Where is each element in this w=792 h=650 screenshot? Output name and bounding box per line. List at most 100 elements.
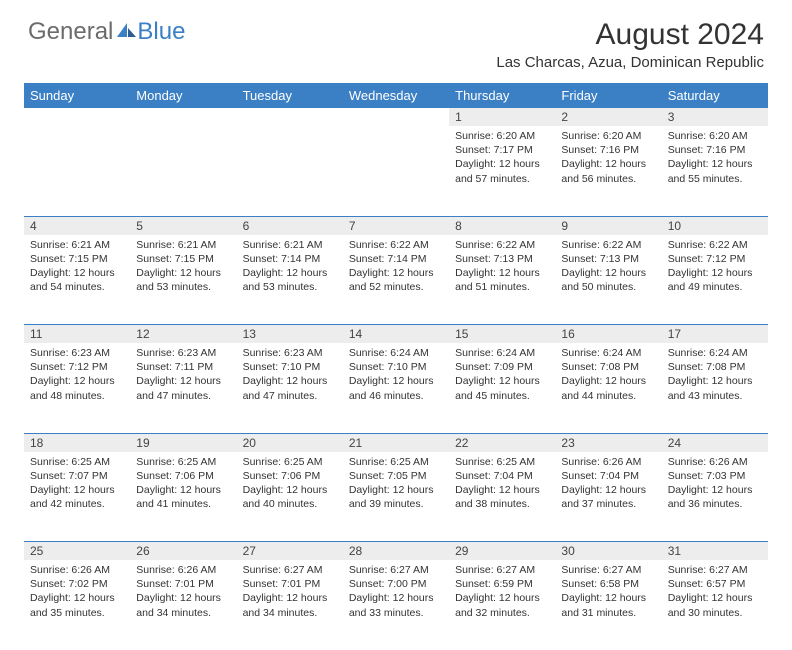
daylight-text: Daylight: 12 hours and 36 minutes. (668, 483, 762, 511)
day-content-cell: Sunrise: 6:21 AMSunset: 7:15 PMDaylight:… (24, 235, 130, 325)
sunrise-text: Sunrise: 6:22 AM (561, 238, 655, 252)
day-content-cell: Sunrise: 6:24 AMSunset: 7:10 PMDaylight:… (343, 343, 449, 433)
day-content-cell: Sunrise: 6:25 AMSunset: 7:04 PMDaylight:… (449, 452, 555, 542)
sunrise-text: Sunrise: 6:25 AM (30, 455, 124, 469)
day-content-cell: Sunrise: 6:22 AMSunset: 7:13 PMDaylight:… (555, 235, 661, 325)
logo: General Blue (28, 18, 185, 46)
sunset-text: Sunset: 6:57 PM (668, 577, 762, 591)
sunrise-text: Sunrise: 6:22 AM (668, 238, 762, 252)
sunset-text: Sunset: 6:59 PM (455, 577, 549, 591)
daylight-text: Daylight: 12 hours and 42 minutes. (30, 483, 124, 511)
daynum-row: 45678910 (24, 216, 768, 235)
day-content-cell: Sunrise: 6:24 AMSunset: 7:08 PMDaylight:… (662, 343, 768, 433)
day-number-cell: 16 (555, 325, 661, 344)
sunset-text: Sunset: 7:14 PM (243, 252, 337, 266)
weekday-header: Thursday (449, 83, 555, 108)
day-number-cell: 14 (343, 325, 449, 344)
day-content-cell: Sunrise: 6:24 AMSunset: 7:09 PMDaylight:… (449, 343, 555, 433)
header: General Blue August 2024 Las Charcas, Az… (0, 0, 792, 79)
weekday-header: Monday (130, 83, 236, 108)
sunrise-text: Sunrise: 6:27 AM (455, 563, 549, 577)
daylight-text: Daylight: 12 hours and 35 minutes. (30, 591, 124, 619)
day-content-cell: Sunrise: 6:25 AMSunset: 7:05 PMDaylight:… (343, 452, 449, 542)
daylight-text: Daylight: 12 hours and 56 minutes. (561, 157, 655, 185)
day-content-cell: Sunrise: 6:25 AMSunset: 7:07 PMDaylight:… (24, 452, 130, 542)
sunrise-text: Sunrise: 6:20 AM (668, 129, 762, 143)
sunrise-text: Sunrise: 6:27 AM (561, 563, 655, 577)
day-content-cell: Sunrise: 6:22 AMSunset: 7:14 PMDaylight:… (343, 235, 449, 325)
sunset-text: Sunset: 7:15 PM (30, 252, 124, 266)
day-content-cell: Sunrise: 6:27 AMSunset: 6:59 PMDaylight:… (449, 560, 555, 650)
day-number-cell: 4 (24, 216, 130, 235)
sunrise-text: Sunrise: 6:22 AM (349, 238, 443, 252)
day-number-cell: 5 (130, 216, 236, 235)
logo-text-blue: Blue (137, 18, 185, 46)
day-number-cell: 30 (555, 542, 661, 561)
day-content-cell: Sunrise: 6:27 AMSunset: 6:58 PMDaylight:… (555, 560, 661, 650)
sunset-text: Sunset: 7:04 PM (455, 469, 549, 483)
daylight-text: Daylight: 12 hours and 52 minutes. (349, 266, 443, 294)
sunset-text: Sunset: 7:08 PM (561, 360, 655, 374)
sunset-text: Sunset: 7:11 PM (136, 360, 230, 374)
daylight-text: Daylight: 12 hours and 37 minutes. (561, 483, 655, 511)
daylight-text: Daylight: 12 hours and 31 minutes. (561, 591, 655, 619)
sunrise-text: Sunrise: 6:23 AM (30, 346, 124, 360)
weekday-header: Friday (555, 83, 661, 108)
content-row: Sunrise: 6:25 AMSunset: 7:07 PMDaylight:… (24, 452, 768, 542)
sunrise-text: Sunrise: 6:25 AM (455, 455, 549, 469)
sunset-text: Sunset: 7:07 PM (30, 469, 124, 483)
sunset-text: Sunset: 7:06 PM (136, 469, 230, 483)
sunrise-text: Sunrise: 6:26 AM (30, 563, 124, 577)
daylight-text: Daylight: 12 hours and 45 minutes. (455, 374, 549, 402)
sunrise-text: Sunrise: 6:25 AM (136, 455, 230, 469)
day-number-cell (343, 108, 449, 126)
sunrise-text: Sunrise: 6:23 AM (243, 346, 337, 360)
content-row: Sunrise: 6:21 AMSunset: 7:15 PMDaylight:… (24, 235, 768, 325)
day-number-cell: 18 (24, 433, 130, 452)
day-content-cell: Sunrise: 6:27 AMSunset: 6:57 PMDaylight:… (662, 560, 768, 650)
sunset-text: Sunset: 7:01 PM (136, 577, 230, 591)
content-row: Sunrise: 6:26 AMSunset: 7:02 PMDaylight:… (24, 560, 768, 650)
weekday-header: Sunday (24, 83, 130, 108)
day-number-cell: 1 (449, 108, 555, 126)
daylight-text: Daylight: 12 hours and 55 minutes. (668, 157, 762, 185)
sunset-text: Sunset: 7:15 PM (136, 252, 230, 266)
day-content-cell: Sunrise: 6:26 AMSunset: 7:01 PMDaylight:… (130, 560, 236, 650)
day-number-cell: 9 (555, 216, 661, 235)
sunset-text: Sunset: 7:05 PM (349, 469, 443, 483)
day-number-cell: 24 (662, 433, 768, 452)
calendar-table: SundayMondayTuesdayWednesdayThursdayFrid… (24, 83, 768, 650)
day-number-cell: 8 (449, 216, 555, 235)
sunrise-text: Sunrise: 6:24 AM (349, 346, 443, 360)
sunset-text: Sunset: 7:04 PM (561, 469, 655, 483)
daynum-row: 18192021222324 (24, 433, 768, 452)
day-number-cell: 15 (449, 325, 555, 344)
sunrise-text: Sunrise: 6:27 AM (668, 563, 762, 577)
day-content-cell: Sunrise: 6:25 AMSunset: 7:06 PMDaylight:… (237, 452, 343, 542)
day-content-cell (343, 126, 449, 216)
day-content-cell: Sunrise: 6:22 AMSunset: 7:13 PMDaylight:… (449, 235, 555, 325)
sunrise-text: Sunrise: 6:20 AM (455, 129, 549, 143)
daylight-text: Daylight: 12 hours and 32 minutes. (455, 591, 549, 619)
sunrise-text: Sunrise: 6:24 AM (455, 346, 549, 360)
daynum-row: 123 (24, 108, 768, 126)
day-number-cell (237, 108, 343, 126)
day-number-cell (24, 108, 130, 126)
daylight-text: Daylight: 12 hours and 34 minutes. (243, 591, 337, 619)
sunrise-text: Sunrise: 6:21 AM (30, 238, 124, 252)
day-number-cell: 3 (662, 108, 768, 126)
day-content-cell: Sunrise: 6:23 AMSunset: 7:12 PMDaylight:… (24, 343, 130, 433)
sunset-text: Sunset: 7:00 PM (349, 577, 443, 591)
sunrise-text: Sunrise: 6:22 AM (455, 238, 549, 252)
day-number-cell: 11 (24, 325, 130, 344)
day-content-cell (130, 126, 236, 216)
day-content-cell: Sunrise: 6:27 AMSunset: 7:01 PMDaylight:… (237, 560, 343, 650)
daylight-text: Daylight: 12 hours and 53 minutes. (136, 266, 230, 294)
day-number-cell: 12 (130, 325, 236, 344)
sunrise-text: Sunrise: 6:26 AM (561, 455, 655, 469)
day-number-cell: 25 (24, 542, 130, 561)
sunset-text: Sunset: 7:14 PM (349, 252, 443, 266)
daylight-text: Daylight: 12 hours and 38 minutes. (455, 483, 549, 511)
sunset-text: Sunset: 7:09 PM (455, 360, 549, 374)
sunset-text: Sunset: 7:13 PM (455, 252, 549, 266)
